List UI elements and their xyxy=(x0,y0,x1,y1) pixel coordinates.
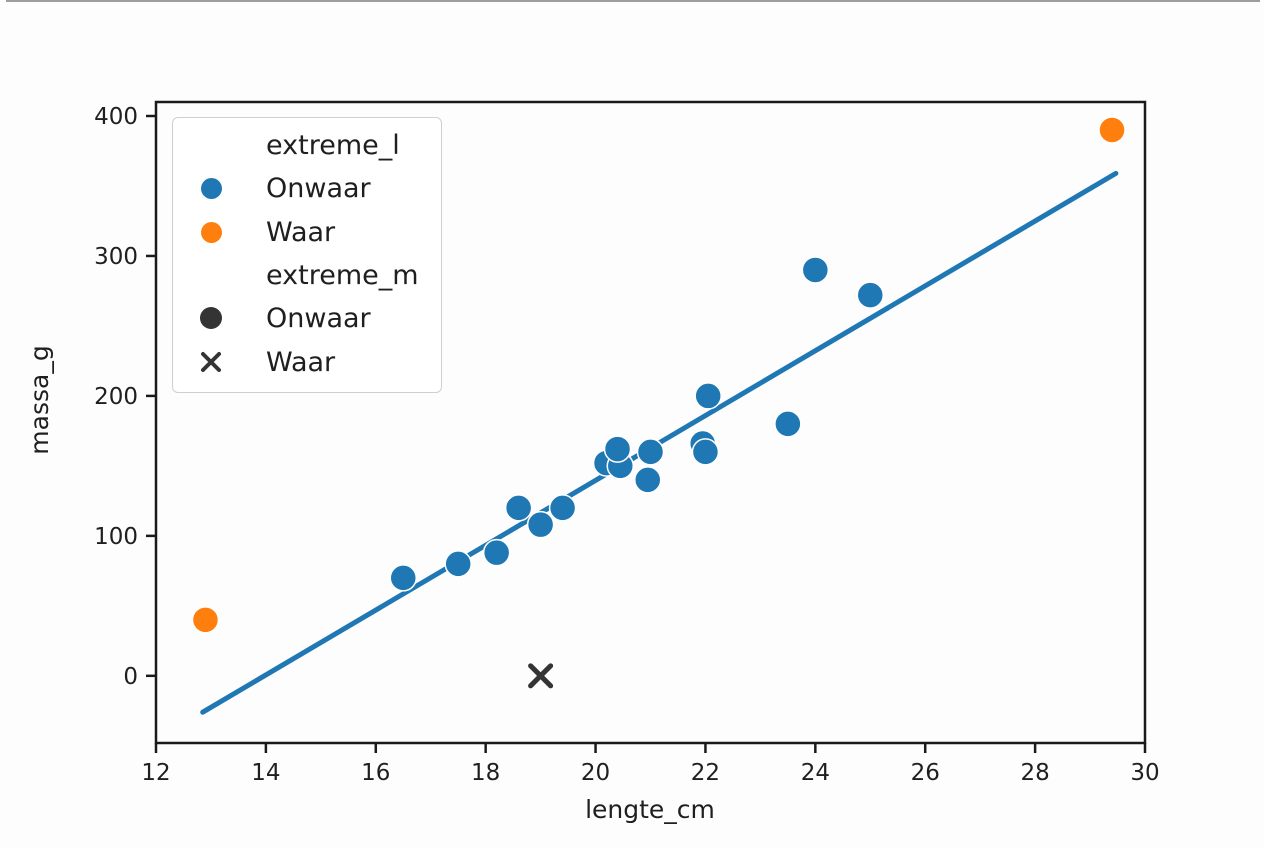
scan-artifact-line xyxy=(6,0,1260,2)
legend-style-onwaar-label: Onwaar xyxy=(266,302,371,334)
x-marker-icon xyxy=(201,352,221,372)
scatter-point xyxy=(694,382,722,410)
scatter-point xyxy=(444,550,472,578)
scatter-point xyxy=(603,435,632,463)
x-axis-label: lengte_cm xyxy=(585,795,715,824)
legend-row-hue-waar: Waar xyxy=(173,210,441,254)
y-axis-label: massa_g xyxy=(25,345,54,454)
legend: extreme_l Onwaar Waar extreme_m Onwaar W… xyxy=(172,117,442,393)
dark-dot-icon xyxy=(200,307,222,329)
scatter-point xyxy=(191,606,220,634)
blue-dot-icon xyxy=(200,177,222,199)
legend-style-waar-label: Waar xyxy=(266,346,336,378)
scatter-point xyxy=(636,438,665,466)
scatter-point xyxy=(801,256,830,284)
scatter-point-x xyxy=(528,663,554,689)
x-tick-label: 12 xyxy=(141,760,170,786)
scatter-point xyxy=(548,494,577,522)
legend-style-title: extreme_m xyxy=(173,254,441,296)
scatter-point xyxy=(634,466,662,494)
axes-box xyxy=(154,100,1147,745)
scatter-point xyxy=(504,494,533,522)
legend-hue-title: extreme_l xyxy=(173,124,441,166)
legend-style-title-text: extreme_m xyxy=(266,259,419,291)
y-tick-label: 200 xyxy=(94,384,138,410)
scatter-point xyxy=(856,281,885,309)
scatter-point xyxy=(1098,116,1126,144)
scatter-point xyxy=(774,410,802,438)
legend-row-style-waar: Waar xyxy=(173,340,441,384)
scatter-point xyxy=(691,438,720,466)
x-tick-label: 28 xyxy=(1020,760,1049,786)
y-tick-label: 400 xyxy=(94,104,138,130)
scatter-point xyxy=(389,564,417,592)
x-tick-label: 14 xyxy=(251,760,280,786)
y-tick-label: 300 xyxy=(94,244,138,270)
y-tick-label: 100 xyxy=(94,524,138,550)
legend-row-hue-onwaar: Onwaar xyxy=(173,166,441,210)
x-tick-label: 24 xyxy=(801,760,830,786)
x-tick-label: 16 xyxy=(361,760,390,786)
legend-hue-title-text: extreme_l xyxy=(266,129,400,161)
legend-hue-onwaar-label: Onwaar xyxy=(266,172,371,204)
x-tick-label: 26 xyxy=(911,760,940,786)
x-tick-label: 22 xyxy=(691,760,720,786)
legend-hue-waar-label: Waar xyxy=(266,216,336,248)
legend-row-style-onwaar: Onwaar xyxy=(173,296,441,340)
x-tick-label: 18 xyxy=(471,760,500,786)
orange-dot-icon xyxy=(200,221,222,243)
scatter-point xyxy=(526,510,555,539)
x-tick-label: 20 xyxy=(581,760,610,786)
x-tick-label: 30 xyxy=(1130,760,1159,786)
scatter-point xyxy=(482,538,511,567)
y-tick-label: 0 xyxy=(123,664,138,690)
